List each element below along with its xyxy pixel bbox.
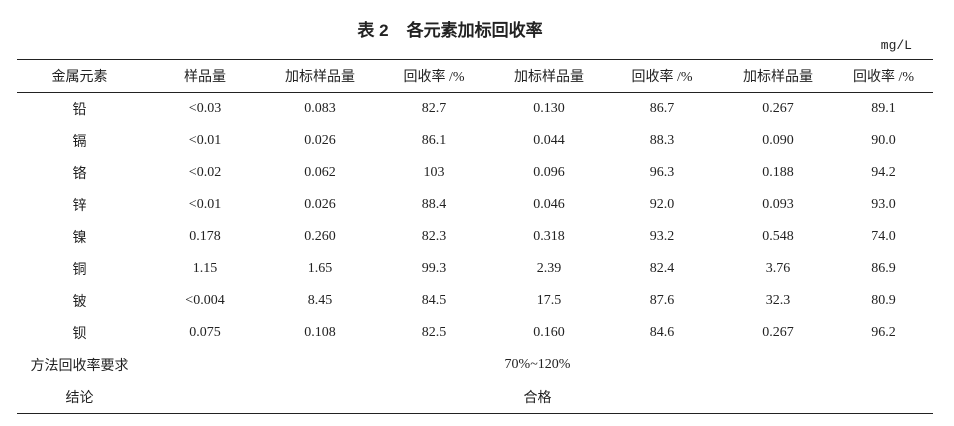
header-spiked-amount-1: 加标样品量 xyxy=(285,70,355,85)
table-cell: 0.267 xyxy=(762,101,794,116)
table-cell: <0.03 xyxy=(188,101,222,116)
table-cell: <0.01 xyxy=(188,197,222,212)
element-name-cell: 锌 xyxy=(72,199,87,214)
table-cell: 80.9 xyxy=(871,293,896,308)
table-row: 钡 0.075 0.108 82.5 0.160 84.6 0.267 96.2 xyxy=(17,317,933,349)
table-cell: 0.188 xyxy=(762,165,794,180)
table-cell: 0.260 xyxy=(304,229,336,244)
header-sample-amount: 样品量 xyxy=(184,70,226,85)
table-cell: 0.044 xyxy=(533,133,565,148)
table-cell: 82.7 xyxy=(421,101,447,116)
requirement-value: 70%~120% xyxy=(504,357,571,372)
table-cell: <0.02 xyxy=(188,165,222,180)
table-cell: 88.4 xyxy=(421,197,447,212)
conclusion-value: 合格 xyxy=(523,391,552,406)
table-cell: 93.0 xyxy=(871,197,896,212)
table-cell: 92.0 xyxy=(649,197,675,212)
table-cell: 96.2 xyxy=(871,325,896,340)
element-name-cell: 铬 xyxy=(72,167,87,182)
table-cell: 0.108 xyxy=(304,325,336,340)
table-cell: 99.3 xyxy=(421,261,447,276)
table-header-row: 金属元素 样品量 加标样品量 回收率 /% 加标样品量 回收率 /% 加标样品量… xyxy=(17,59,933,93)
table-cell: 0.083 xyxy=(304,101,336,116)
table-cell: 0.026 xyxy=(304,133,336,148)
table-cell: 17.5 xyxy=(536,293,562,308)
table-cell: 84.6 xyxy=(649,325,675,340)
table-cell: 0.026 xyxy=(304,197,336,212)
table-cell: 93.2 xyxy=(649,229,675,244)
table-row: 镍 0.178 0.260 82.3 0.318 93.2 0.548 74.0 xyxy=(17,221,933,253)
table-cell: 2.39 xyxy=(536,261,562,276)
table-cell: 88.3 xyxy=(649,133,675,148)
element-name-cell: 镉 xyxy=(72,135,87,150)
table-cell: 0.548 xyxy=(762,229,794,244)
table-row: 锌 <0.01 0.026 88.4 0.046 92.0 0.093 93.0 xyxy=(17,189,933,221)
table-number: 表 2 xyxy=(357,21,389,40)
table-cell: <0.01 xyxy=(188,133,222,148)
conclusion-row: 结论 合格 xyxy=(17,381,933,414)
table-cell: 86.7 xyxy=(649,101,675,116)
table-title: 表 2 各元素加标回收率 xyxy=(330,19,570,43)
table-cell: 86.1 xyxy=(421,133,447,148)
table-cell: 103 xyxy=(423,165,445,180)
header-spiked-amount-3: 加标样品量 xyxy=(743,70,813,85)
table-cell: 0.178 xyxy=(189,229,221,244)
element-name-cell: 铍 xyxy=(72,295,87,310)
element-name-cell: 铅 xyxy=(72,103,87,118)
table-cell: 82.4 xyxy=(649,261,675,276)
table-cell: 89.1 xyxy=(871,101,896,116)
table-cell: 0.318 xyxy=(533,229,565,244)
table-row: 铍 <0.004 8.45 84.5 17.5 87.6 32.3 80.9 xyxy=(17,285,933,317)
table-cell: 84.5 xyxy=(421,293,447,308)
table-cell: 0.130 xyxy=(533,101,565,116)
table-cell: 1.15 xyxy=(192,261,218,276)
header-element: 金属元素 xyxy=(51,70,108,85)
table-row: 镉 <0.01 0.026 86.1 0.044 88.3 0.090 90.0 xyxy=(17,125,933,157)
recovery-table: 金属元素 样品量 加标样品量 回收率 /% 加标样品量 回收率 /% 加标样品量… xyxy=(17,59,933,414)
table-cell: 0.062 xyxy=(304,165,336,180)
table-cell: 74.0 xyxy=(871,229,896,244)
element-name-cell: 铜 xyxy=(72,263,87,278)
table-cell: 94.2 xyxy=(871,165,896,180)
element-name-cell: 镍 xyxy=(72,231,87,246)
table-cell: <0.004 xyxy=(185,293,225,308)
header-spiked-amount-2: 加标样品量 xyxy=(514,70,584,85)
table-cell: 86.9 xyxy=(871,261,896,276)
table-cell: 87.6 xyxy=(649,293,675,308)
table-row: 铜 1.15 1.65 99.3 2.39 82.4 3.76 86.9 xyxy=(17,253,933,285)
table-cell: 32.3 xyxy=(765,293,791,308)
table-cell: 82.3 xyxy=(421,229,447,244)
table-cell: 0.093 xyxy=(762,197,794,212)
table-cell: 0.160 xyxy=(533,325,565,340)
table-cell: 0.096 xyxy=(533,165,565,180)
element-name-cell: 钡 xyxy=(72,327,87,342)
table-caption: 各元素加标回收率 xyxy=(406,21,543,40)
table-row: 铬 <0.02 0.062 103 0.096 96.3 0.188 94.2 xyxy=(17,157,933,189)
table-cell: 3.76 xyxy=(765,261,791,276)
table-cell: 8.45 xyxy=(307,293,333,308)
table-cell: 1.65 xyxy=(307,261,333,276)
table-cell: 96.3 xyxy=(649,165,675,180)
header-recovery-2: 回收率 /% xyxy=(631,70,693,85)
table-cell: 0.090 xyxy=(762,133,794,148)
table-cell: 82.5 xyxy=(421,325,447,340)
table-cell: 0.046 xyxy=(533,197,565,212)
table-cell: 0.267 xyxy=(762,325,794,340)
header-recovery-1: 回收率 /% xyxy=(403,70,465,85)
conclusion-label: 结论 xyxy=(65,391,94,406)
header-recovery-3: 回收率 /% xyxy=(852,70,915,85)
table-row: 铅 <0.03 0.083 82.7 0.130 86.7 0.267 89.1 xyxy=(17,93,933,126)
table-cell: 90.0 xyxy=(871,133,896,148)
requirement-label: 方法回收率要求 xyxy=(30,359,129,374)
unit-label: mg/L xyxy=(880,38,912,53)
requirement-row: 方法回收率要求 70%~120% xyxy=(17,349,933,381)
table-cell: 0.075 xyxy=(189,325,221,340)
